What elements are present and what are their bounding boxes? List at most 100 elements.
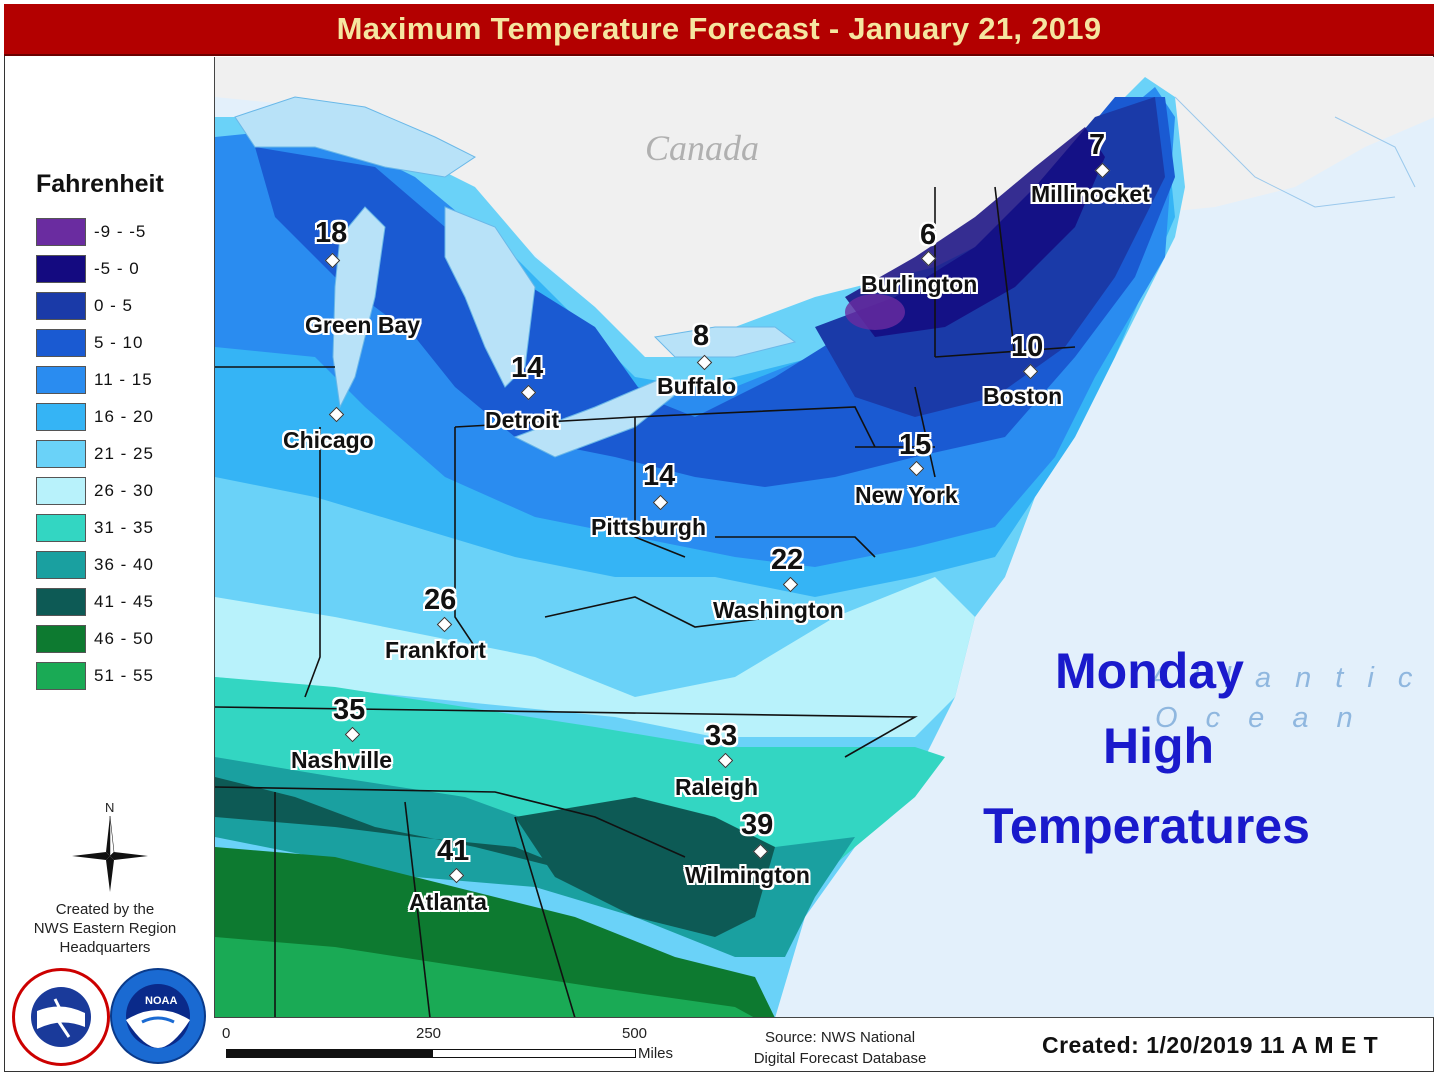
city-name-washington: Washington [713,597,844,623]
legend-swatch [36,402,86,431]
city-name-burlington: Burlington [861,271,978,297]
city-temp-new-york: 15 [899,429,932,461]
city-name-raleigh: Raleigh [675,774,759,800]
band-minus9-minus5 [845,294,905,330]
legend-item: 36 - 40 [36,546,206,583]
ocean-label-line2: O c e a n [1155,702,1363,734]
legend-swatch [36,476,86,505]
band-26-30 [215,577,975,737]
city-name-boston: Boston [983,383,1063,409]
city-name-buffalo: Buffalo [657,373,737,399]
compass-rose: N [70,800,150,895]
legend-swatch [36,661,86,690]
city-temp-pittsburgh: 14 [643,460,676,492]
lake-superior [234,96,476,178]
band-41-45 [215,777,615,887]
credit-line-3: Headquarters [59,939,151,956]
canada-label: Canada [645,128,760,168]
legend-title: Fahrenheit [36,170,164,198]
ocean-label-line1: A t l a n t i c [1150,662,1421,694]
city-temp-green-bay: 18 [315,217,348,249]
legend-label: -9 - -5 [94,221,147,241]
city-name-pittsburgh: Pittsburgh [591,514,706,540]
legend-label: 51 - 55 [94,665,154,685]
lake-huron [444,206,536,388]
band-51-55 [215,937,754,1017]
nws-logo [12,968,110,1066]
city-name-frankfort: Frankfort [385,637,486,663]
legend-rows: -9 - -5 -5 - 0 0 - 5 5 - 10 11 - 15 16 - 20 21… [36,213,206,694]
legend-label: 21 - 25 [94,443,154,463]
source-line-1: Source: NWS National [764,1029,916,1046]
city-temp-burlington: 6 [920,219,937,251]
source-line-2: Digital Forecast Database [753,1050,927,1067]
nws-logo-icon [31,987,91,1047]
credit-text: Created by the NWS Eastern Region Headqu… [20,900,190,957]
lake-michigan [332,206,386,409]
legend-item: 0 - 5 [36,287,206,324]
noaa-logo: NOAA [110,968,206,1064]
legend-item: 31 - 35 [36,509,206,546]
legend-label: 0 - 5 [94,295,134,315]
legend-item: 5 - 10 [36,324,206,361]
legend-swatch [36,254,86,283]
legend-item: 41 - 45 [36,583,206,620]
legend-swatch [36,328,86,357]
legend-item: 46 - 50 [36,620,206,657]
legend-label: 11 - 15 [94,369,153,389]
scale-bar: 0 250 500 Miles [222,1025,673,1070]
city-temp-wilmington: 39 [741,809,774,841]
legend-swatch [36,217,86,246]
noaa-logo-text: NOAA [145,995,177,1007]
coastline [1174,96,1416,208]
city-name-millinocket: Millinocket [1031,181,1150,207]
title-bar: Maximum Temperature Forecast - January 2… [4,4,1434,56]
legend-label: 31 - 35 [94,517,154,537]
scale-tick-0: 0 [222,1025,231,1042]
legend-item: -9 - -5 [36,213,206,250]
legend-swatch [36,365,86,394]
credit-line-1: Created by the [55,901,155,918]
city-temp-washington: 22 [771,544,804,576]
city-name-detroit: Detroit [485,407,560,433]
legend-swatch [36,624,86,653]
legend-item: 21 - 25 [36,435,206,472]
legend-item: 16 - 20 [36,398,206,435]
scale-segment-dark [226,1049,432,1058]
legend-item: 26 - 30 [36,472,206,509]
city-temp-atlanta: 41 [437,835,470,867]
legend-swatch [36,587,86,616]
city-temp-detroit: 14 [511,352,544,384]
scale-unit: Miles [638,1045,674,1062]
legend-label: -5 - 0 [94,258,140,278]
legend-swatch [36,439,86,468]
band-41-45-sc [515,797,775,937]
city-temp-frankfort: 26 [424,584,457,616]
band-minus5-0 [845,127,1105,337]
headline-high: High [1103,718,1215,774]
scale-segment-light [432,1049,636,1058]
city-name-green-bay: Green Bay [305,312,421,338]
city-name-atlanta: Atlanta [409,889,487,915]
legend-swatch [36,513,86,542]
compass-icon: N [72,800,148,892]
scale-tick-250: 250 [416,1025,442,1042]
legend-label: 26 - 30 [94,480,154,500]
scale-tick-500: 500 [622,1025,648,1042]
legend-swatch [36,550,86,579]
source-text: Source: NWS National Digital Forecast Da… [740,1027,940,1069]
city-name-nashville: Nashville [291,747,392,773]
legend-item: -5 - 0 [36,250,206,287]
temperature-map: Canada Green Bay 18 Chicago Detroit 14 Buffal… [214,57,1434,1018]
compass-north-label: N [105,800,114,815]
legend-swatch [36,291,86,320]
legend-label: 36 - 40 [94,554,154,574]
state-borders [215,186,1076,1017]
map-shapes [215,57,1434,1017]
legend-label: 46 - 50 [94,628,154,648]
created-timestamp: Created: 1/20/2019 11 A M E T [1042,1032,1379,1058]
city-temp-nashville: 35 [333,694,366,726]
city-name-new-york: New York [855,482,958,508]
city-temp-millinocket: 7 [1089,129,1106,161]
page-title: Maximum Temperature Forecast - January 2… [336,11,1102,46]
